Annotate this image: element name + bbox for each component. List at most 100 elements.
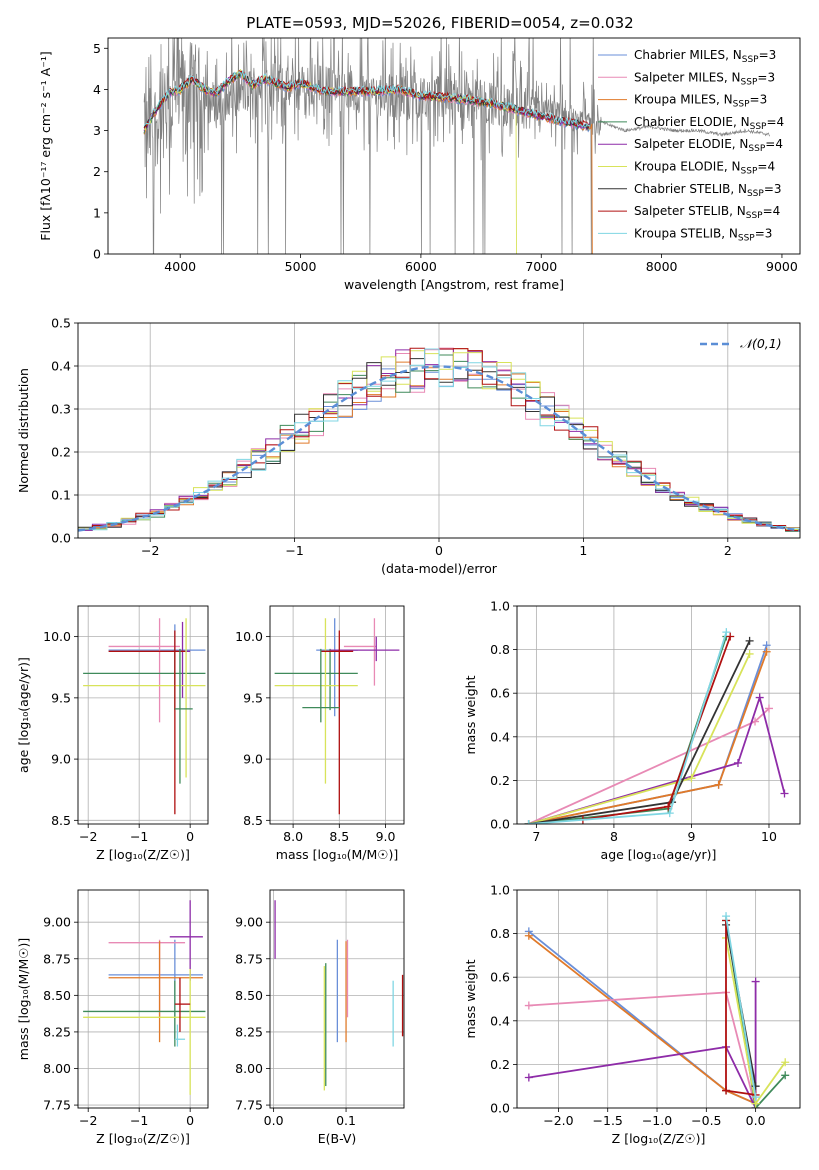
plot-age-vs-Z: −2 −1 0 8.5 9.0 9.5 10.0 Z [log₁₀(Z/Z☉)] age [lo…	[16, 605, 209, 862]
tick-label-y: 8.5	[51, 813, 71, 828]
legend-subscript: SSP	[750, 122, 767, 132]
tick-label-y: 5	[93, 41, 101, 56]
tick-label-x: −1	[285, 543, 303, 558]
legend-entry-0: Chabrier MILES, NSSP=3	[634, 48, 776, 65]
tick-label-y: 0.0	[490, 1101, 510, 1116]
weight-marker	[524, 931, 533, 940]
tick-label-y: 2	[93, 164, 101, 179]
tick-label-y: 1	[93, 205, 101, 220]
tick-label-x: 9000	[766, 259, 798, 274]
legend-subscript: SSP	[748, 144, 765, 154]
tick-label-x: −0.5	[691, 1113, 721, 1128]
legend-entry-1: Salpeter MILES, NSSP=3	[634, 70, 775, 87]
legend-suffix: =4	[763, 204, 781, 218]
tick-label-x: −2.0	[543, 1113, 573, 1128]
tick-label-y: 0.2	[490, 773, 510, 788]
legend-suffix: =3	[759, 48, 777, 62]
tick-label-x: 0.0	[746, 1113, 766, 1128]
plot-spectrum: 4000 5000 6000 7000 8000 9000 0 1 2 3 4 5 wavelength…	[38, 37, 801, 292]
plot-frame	[77, 322, 801, 539]
tick-label-x: 8.0	[283, 829, 303, 844]
plot-content	[274, 618, 400, 815]
tick-label-x: 0	[186, 829, 194, 844]
weight-marker	[524, 1073, 533, 1082]
tick-label-x: 0	[435, 543, 443, 558]
plot-mass-vs-EBV: 0.0 0.1 7.75 8.00 8.25 8.50 8.75 9.00 E(B-V)	[235, 889, 405, 1146]
tick-label-x: −2	[79, 1113, 97, 1128]
legend-suffix: =4	[766, 115, 784, 129]
weight-marker	[764, 704, 773, 713]
tick-label-y: 8.00	[43, 1061, 71, 1076]
legend-entry-3: Chabrier ELODIE, NSSP=4	[634, 115, 784, 132]
weight-marker	[524, 1001, 533, 1010]
tick-label-y: 8.00	[235, 1061, 263, 1076]
legend-subscript: SSP	[746, 211, 763, 221]
weight-line-3	[528, 981, 757, 1108]
tick-label-y: 3	[93, 123, 101, 138]
legend-suffix: =3	[764, 182, 782, 196]
tick-label-x: −2	[141, 543, 159, 558]
weight-marker	[687, 774, 696, 783]
tick-label-x: 9	[687, 829, 695, 844]
y-axis-label: Flux [fλ10⁻¹⁷ erg cm⁻² s⁻¹ A⁻¹]	[38, 51, 53, 240]
weight-marker	[781, 1058, 790, 1067]
tick-label-y: 0.6	[490, 686, 510, 701]
plot-frame	[77, 889, 209, 1109]
weight-marker	[733, 758, 742, 767]
plot-frame	[516, 605, 801, 825]
tick-label-x: 0.0	[264, 1113, 284, 1128]
tick-label-x: 0	[186, 1113, 194, 1128]
gaussian-curve	[78, 365, 800, 532]
weight-marker	[714, 780, 723, 789]
legend-subscript: SSP	[747, 189, 764, 199]
tick-label-y: 8.25	[43, 1024, 71, 1039]
legend-entry-gaussian: 𝒩(0,1)	[740, 336, 782, 351]
weight-marker	[781, 1071, 790, 1080]
tick-label-x: 7000	[525, 259, 557, 274]
weight-marker	[665, 809, 674, 818]
plot-content	[78, 347, 800, 538]
tick-label-y: 0.1	[51, 488, 71, 503]
plot-content	[524, 912, 790, 1108]
x-axis-label: E(B-V)	[318, 1131, 357, 1146]
y-axis-label: Normed distribution	[16, 368, 31, 493]
plot-content	[83, 618, 206, 815]
plot-frame	[269, 605, 405, 825]
tick-label-x: 8000	[646, 259, 678, 274]
legend-subscript: SSP	[742, 55, 759, 65]
plot-age-vs-mass: 8.0 8.5 9.0 8.5 9.0 9.5 10.0 mass [log₁₀(M/M☉)]	[235, 605, 405, 862]
weight-marker	[722, 1086, 731, 1095]
tick-label-y: 8.5	[243, 813, 263, 828]
plot-mass-weight-vs-age: 7 8 9 10 0.0 0.2 0.4 0.6 0.8 1.0 age [log₁₀(age/yr…	[463, 599, 801, 862]
legend-entry-6: Chabrier STELIB, NSSP=3	[634, 182, 782, 199]
tick-label-x: −1.5	[593, 1113, 623, 1128]
plot-content	[524, 628, 789, 824]
tick-label-x: 10	[761, 829, 777, 844]
observed-spectrum	[143, 38, 770, 254]
plot-frame	[516, 889, 801, 1109]
tick-label-y: 0.4	[490, 1013, 510, 1028]
weight-marker	[722, 628, 731, 637]
tick-label-x: 7	[532, 829, 540, 844]
tick-label-x: 6000	[405, 259, 437, 274]
weight-marker	[722, 912, 731, 921]
weight-marker	[762, 647, 771, 656]
weight-marker	[745, 649, 754, 658]
weight-line-4	[528, 694, 786, 824]
tick-label-x: 8.5	[329, 829, 349, 844]
legend-entry-4: Salpeter ELODIE, NSSP=4	[634, 137, 783, 154]
weight-line-0	[528, 644, 768, 824]
weight-line-1	[528, 707, 770, 824]
plot-mass-weight-vs-Z: −2.0 −1.5 −1.0 −0.5 0.0 0.0 0.2 0.4 0.6 0.8 1.0 Z […	[463, 883, 801, 1146]
x-axis-label: mass [log₁₀(M/M☉)]	[276, 847, 398, 862]
legend-subscript: SSP	[738, 233, 755, 243]
tick-label-x: −1.0	[642, 1113, 672, 1128]
tick-label-y: 8.50	[235, 988, 263, 1003]
weight-marker	[524, 820, 533, 824]
legend-suffix: =4	[765, 137, 783, 151]
x-axis-label: Z [log₁₀(Z/Z☉)]	[96, 1131, 190, 1146]
legend-entry-7: Salpeter STELIB, NSSP=4	[634, 204, 780, 221]
tick-label-y: 8.25	[235, 1024, 263, 1039]
tick-label-y: 0.2	[490, 1057, 510, 1072]
tick-label-x: 9.0	[376, 829, 396, 844]
